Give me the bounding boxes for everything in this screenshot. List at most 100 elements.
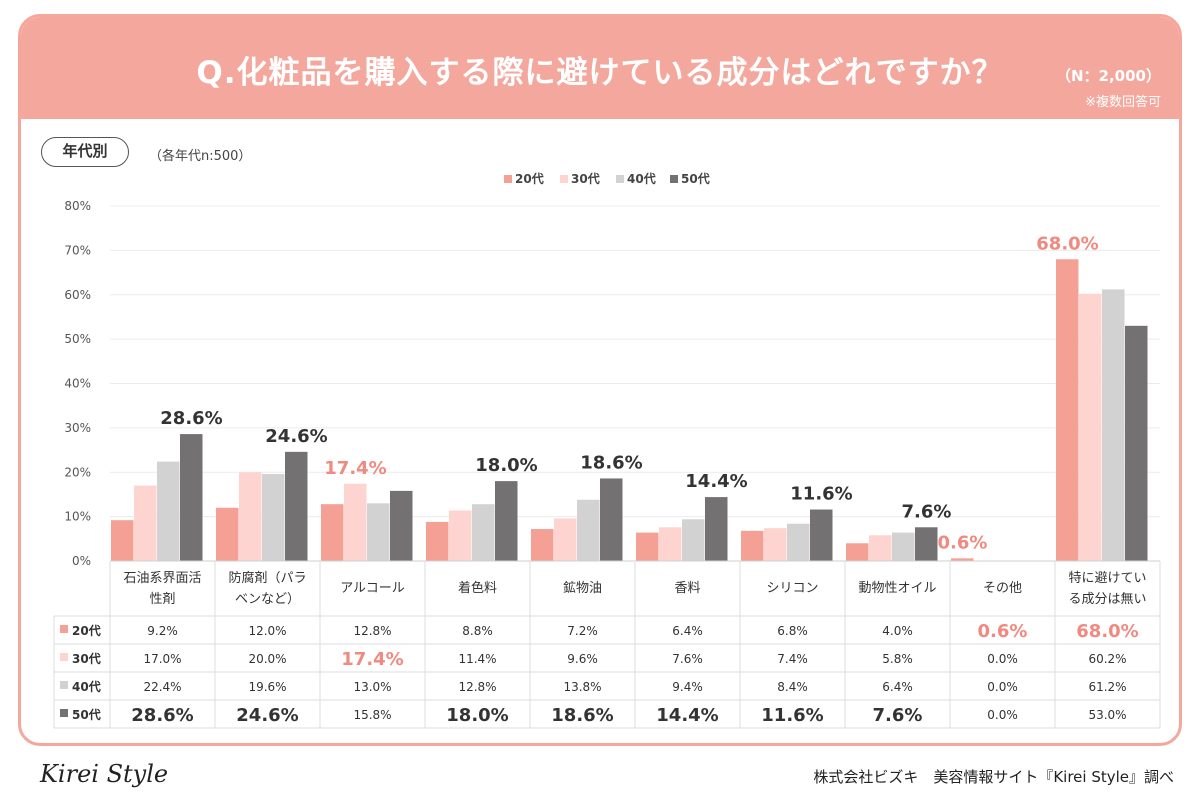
bar	[741, 530, 764, 561]
bar	[600, 478, 623, 561]
table-cell: 53.0%	[1088, 708, 1126, 722]
table-cell: 8.4%	[777, 680, 808, 694]
table-cell: 0.0%	[987, 708, 1018, 722]
table-cell: 20.0%	[248, 652, 286, 666]
table-cell: 28.6%	[131, 705, 193, 726]
bar	[344, 483, 367, 561]
category-label: 特に避けてい	[1068, 571, 1146, 586]
bar	[636, 532, 659, 561]
y-tick-label: 20%	[64, 465, 91, 479]
category-label: 鉱物油	[563, 580, 602, 596]
table-cell: 7.4%	[777, 652, 808, 666]
category-label: 香料	[674, 581, 700, 596]
data-label: 7.6%	[902, 501, 952, 522]
question-title: Q.化粧品を購入する際に避けている成分はどれですか？	[196, 55, 1004, 91]
title-banner: Q.化粧品を購入する際に避けている成分はどれですか？ （N：2,000） ※複数…	[21, 17, 1179, 119]
row-swatch	[60, 681, 68, 689]
multiple-answer-note: ※複数回答可	[1085, 95, 1161, 110]
legend-label: 50代	[681, 171, 710, 186]
bar	[810, 509, 833, 561]
bar	[262, 474, 285, 561]
category-label: その他	[983, 581, 1022, 596]
table-cell: 0.0%	[987, 680, 1018, 694]
data-label: 28.6%	[160, 408, 222, 429]
table-cell: 0.6%	[978, 621, 1028, 642]
bar	[531, 529, 554, 561]
category-label: ベンなど）	[235, 592, 300, 607]
table-cell: 9.6%	[567, 652, 598, 666]
bar	[1079, 293, 1102, 561]
table-cell: 7.6%	[873, 705, 923, 726]
table-cell: 60.2%	[1088, 652, 1126, 666]
legend-label: 30代	[571, 171, 600, 186]
bar	[951, 558, 974, 561]
legend-swatch	[560, 175, 568, 183]
data-label: 17.4%	[324, 458, 386, 479]
bar	[764, 528, 787, 561]
data-label: 0.6%	[938, 532, 988, 553]
kirei-style-logo: Kirei Style	[40, 760, 169, 788]
bar	[216, 507, 239, 561]
table-cell: 13.0%	[353, 680, 391, 694]
table-cell: 11.6%	[761, 705, 823, 726]
bar	[426, 521, 449, 561]
bar	[449, 510, 472, 561]
bar	[659, 527, 682, 561]
table-cell: 19.6%	[248, 680, 286, 694]
data-label: 14.4%	[685, 471, 747, 492]
row-label: 30代	[72, 651, 101, 666]
table-cell: 12.8%	[458, 680, 496, 694]
y-tick-label: 70%	[64, 243, 91, 257]
survey-credit: 株式会社ビズキ 美容情報サイト『Kirei Style』調べ	[813, 768, 1174, 786]
bar	[239, 472, 262, 561]
bar	[554, 518, 577, 561]
data-label: 18.0%	[475, 455, 537, 476]
data-label: 11.6%	[790, 484, 852, 505]
data-label: 24.6%	[265, 426, 327, 447]
bar	[869, 535, 892, 561]
bar	[1056, 259, 1079, 561]
bar	[321, 504, 344, 561]
table-cell: 7.2%	[567, 624, 598, 638]
legend-swatch	[504, 175, 512, 183]
table-cell: 15.8%	[353, 708, 391, 722]
bar	[285, 451, 308, 561]
row-label: 40代	[72, 679, 101, 694]
bar	[367, 503, 390, 561]
table-cell: 13.8%	[563, 680, 601, 694]
y-tick-label: 40%	[64, 377, 91, 391]
legend-label: 40代	[627, 171, 656, 186]
table-cell: 61.2%	[1088, 680, 1126, 694]
bar	[134, 485, 157, 561]
table-cell: 12.8%	[353, 624, 391, 638]
table-cell: 17.0%	[143, 652, 181, 666]
legend-swatch	[670, 175, 678, 183]
category-label: 着色料	[458, 580, 497, 596]
data-label: 68.0%	[1036, 233, 1098, 254]
bar	[472, 504, 495, 561]
table-cell: 6.4%	[882, 680, 913, 694]
table-cell: 17.4%	[341, 649, 403, 670]
category-label: る成分は無い	[1068, 592, 1146, 607]
table-cell: 4.0%	[882, 624, 913, 638]
bar	[157, 461, 180, 561]
category-label: 性剤	[149, 591, 175, 607]
category-label: 石油系界面活	[123, 571, 201, 586]
table-cell: 18.0%	[446, 705, 508, 726]
bar	[846, 543, 869, 561]
bar	[787, 523, 810, 561]
table-cell: 8.8%	[462, 624, 493, 638]
row-label: 20代	[72, 623, 101, 638]
table-cell: 9.2%	[147, 624, 178, 638]
y-tick-label: 10%	[64, 510, 91, 524]
data-label: 18.6%	[580, 452, 642, 473]
legend-swatch	[616, 175, 624, 183]
y-tick-label: 50%	[64, 332, 91, 346]
y-tick-label: 80%	[64, 199, 91, 213]
category-label: シリコン	[766, 581, 818, 596]
row-swatch	[60, 709, 68, 717]
bar	[705, 497, 728, 561]
bar	[111, 520, 134, 561]
bar	[682, 519, 705, 561]
